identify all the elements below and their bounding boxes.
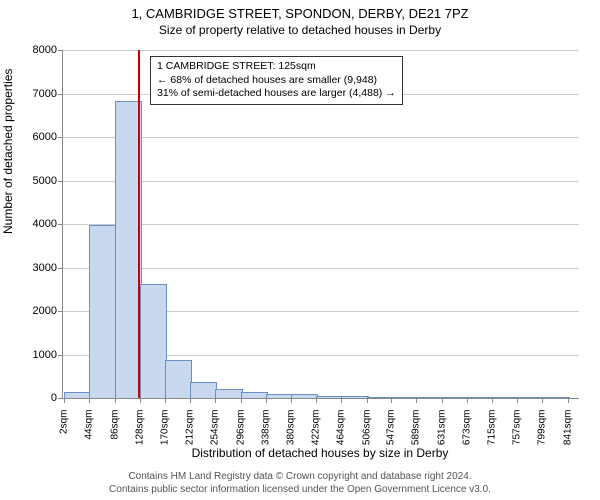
bar — [241, 392, 268, 398]
xtick-mark — [367, 398, 368, 403]
xtick-label: 841sqm — [562, 410, 573, 446]
page-subtitle: Size of property relative to detached ho… — [0, 21, 600, 37]
xtick-label: 547sqm — [386, 410, 397, 446]
ytick-label: 5000 — [33, 175, 63, 187]
ytick-label: 1000 — [33, 349, 63, 361]
bar — [367, 397, 394, 398]
xtick-mark — [517, 398, 518, 403]
xtick-mark — [266, 398, 267, 403]
xtick-mark — [542, 398, 543, 403]
ytick-label: 3000 — [33, 262, 63, 274]
xtick-label: 2sqm — [59, 410, 70, 434]
xtick-mark — [391, 398, 392, 403]
footer-line-2: Contains public sector information licen… — [0, 484, 600, 497]
xtick-mark — [416, 398, 417, 403]
xtick-label: 296sqm — [235, 410, 246, 446]
xtick-label: 338sqm — [260, 410, 271, 446]
xtick-label: 212sqm — [185, 410, 196, 446]
xtick-mark — [215, 398, 216, 403]
xtick-mark — [442, 398, 443, 403]
bar — [341, 396, 368, 398]
xtick-mark — [341, 398, 342, 403]
grid-line — [63, 50, 579, 51]
xtick-label: 254sqm — [210, 410, 221, 446]
bar — [467, 397, 494, 398]
xtick-mark — [140, 398, 141, 403]
xtick-label: 506sqm — [361, 410, 372, 446]
xtick-label: 673sqm — [461, 410, 472, 446]
xtick-label: 715sqm — [487, 410, 498, 446]
xtick-label: 128sqm — [134, 410, 145, 446]
xtick-mark — [316, 398, 317, 403]
xtick-label: 464sqm — [336, 410, 347, 446]
xtick-mark — [165, 398, 166, 403]
ytick-label: 8000 — [33, 44, 63, 56]
bar — [266, 394, 293, 398]
xtick-label: 757sqm — [512, 410, 523, 446]
xtick-label: 380sqm — [286, 410, 297, 446]
annotation-line-3: 31% of semi-detached houses are larger (… — [157, 87, 396, 101]
bar — [140, 284, 167, 398]
x-axis-label: Distribution of detached houses by size … — [62, 446, 578, 460]
bar — [442, 397, 469, 398]
xtick-mark — [115, 398, 116, 403]
bar — [416, 397, 443, 398]
ytick-label: 6000 — [33, 131, 63, 143]
bar — [190, 382, 217, 398]
reference-line — [138, 50, 140, 398]
bar — [64, 392, 91, 398]
bar — [517, 397, 544, 398]
xtick-label: 589sqm — [411, 410, 422, 446]
ytick-label: 2000 — [33, 305, 63, 317]
xtick-label: 170sqm — [160, 410, 171, 446]
xtick-label: 631sqm — [436, 410, 447, 446]
annotation-box: 1 CAMBRIDGE STREET: 125sqm ← 68% of deta… — [150, 56, 403, 105]
xtick-mark — [64, 398, 65, 403]
bar — [215, 389, 242, 398]
annotation-line-2: ← 68% of detached houses are smaller (9,… — [157, 74, 396, 88]
footer: Contains HM Land Registry data © Crown c… — [0, 471, 600, 496]
bar — [291, 394, 318, 398]
bar — [391, 397, 418, 398]
y-axis-label: Number of detached properties — [1, 214, 15, 234]
bar — [165, 360, 192, 398]
xtick-label: 86sqm — [109, 410, 120, 440]
xtick-label: 799sqm — [537, 410, 548, 446]
footer-line-1: Contains HM Land Registry data © Crown c… — [0, 471, 600, 484]
bar — [316, 396, 343, 398]
xtick-mark — [291, 398, 292, 403]
xtick-mark — [190, 398, 191, 403]
xtick-label: 422sqm — [311, 410, 322, 446]
xtick-mark — [467, 398, 468, 403]
ytick-label: 0 — [51, 392, 63, 404]
xtick-mark — [89, 398, 90, 403]
ytick-label: 4000 — [33, 218, 63, 230]
page-title: 1, CAMBRIDGE STREET, SPONDON, DERBY, DE2… — [0, 0, 600, 21]
annotation-line-1: 1 CAMBRIDGE STREET: 125sqm — [157, 60, 396, 74]
xtick-mark — [568, 398, 569, 403]
xtick-mark — [241, 398, 242, 403]
xtick-label: 44sqm — [84, 410, 95, 440]
xtick-mark — [492, 398, 493, 403]
bar — [542, 397, 569, 398]
bar — [89, 225, 116, 398]
ytick-label: 7000 — [33, 88, 63, 100]
bar — [492, 397, 519, 398]
